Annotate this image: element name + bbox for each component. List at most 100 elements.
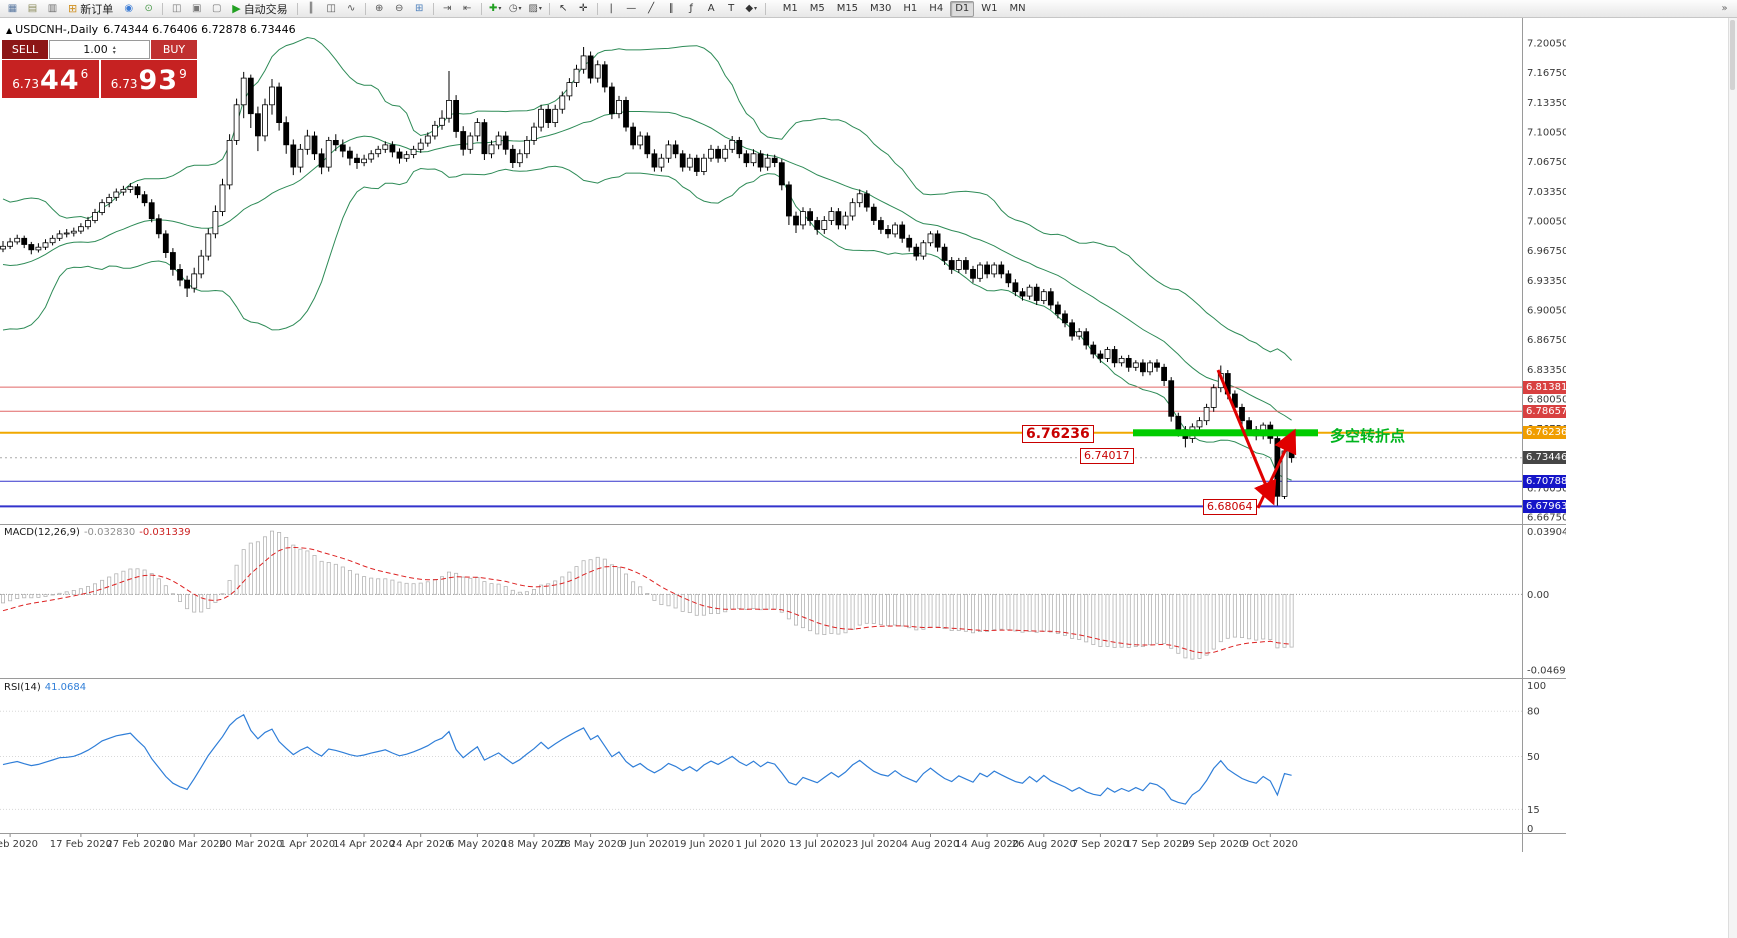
- candlestick-chart-icon[interactable]: ◫: [326, 3, 336, 14]
- price-badge-6.70788: 6.70788: [1523, 475, 1567, 488]
- macd-main-value: -0.032830: [83, 527, 136, 538]
- svg-text:13 Jul 2020: 13 Jul 2020: [789, 839, 846, 850]
- svg-text:80: 80: [1527, 707, 1540, 718]
- chart-shift-icon[interactable]: ⇤: [462, 3, 472, 14]
- cursor-icon[interactable]: ↖: [558, 3, 568, 14]
- svg-text:17 Sep 2020: 17 Sep 2020: [1125, 839, 1188, 850]
- templates-icon[interactable]: ▨ ▾: [528, 3, 542, 14]
- macd-indicator-label: MACD(12,26,9) -0.032830 -0.031339: [4, 527, 191, 538]
- shapes-icon[interactable]: ◆ ▾: [745, 3, 758, 14]
- pivot-point-label[interactable]: 多空转折点: [1330, 427, 1406, 445]
- sell-price-prefix: 6.73: [12, 77, 39, 91]
- text-label-icon[interactable]: T: [728, 3, 735, 14]
- toolbar-separator: [296, 2, 298, 15]
- svg-text:50: 50: [1527, 752, 1540, 763]
- vertical-line-icon[interactable]: |: [609, 3, 613, 14]
- spinner-down-icon[interactable]: ▾: [112, 48, 116, 56]
- toolbar-overflow-icon[interactable]: »: [1721, 3, 1728, 14]
- chart-canvas[interactable]: 7.20050 7.16750 7.13350 7.10050 7.06750 7.033…: [0, 18, 1566, 852]
- bar-chart-icon[interactable]: ║: [308, 3, 315, 14]
- periods-icon[interactable]: ◷ ▾: [508, 3, 522, 14]
- timeframe-button-D1[interactable]: D1: [950, 0, 975, 17]
- svg-text:7 Sep 2020: 7 Sep 2020: [1072, 839, 1129, 850]
- volume-spinner[interactable]: ▴ ▾: [112, 43, 116, 56]
- horizontal-line-icon[interactable]: —: [626, 3, 637, 14]
- chart-ohlc-values: 6.74344 6.76406 6.72878 6.73446: [103, 23, 296, 36]
- window-tile-icon[interactable]: ◫: [171, 3, 182, 14]
- chart-profiles-icon[interactable]: ▤: [27, 3, 38, 14]
- fibonacci-icon[interactable]: ƒ: [689, 3, 693, 14]
- market-watch-icon[interactable]: ▥: [47, 3, 58, 14]
- price-callout-resistance[interactable]: 6.76236: [1022, 425, 1094, 443]
- svg-text:-0.046959: -0.046959: [1527, 666, 1566, 677]
- svg-text:6.96750: 6.96750: [1527, 246, 1566, 257]
- mql5-community-icon[interactable]: ◉: [124, 3, 134, 14]
- indicators-icon[interactable]: ✚ ▾: [488, 3, 502, 14]
- window-cascade-icon[interactable]: ▣: [191, 3, 202, 14]
- channel-icon[interactable]: ∥: [668, 3, 674, 14]
- macd-histogram: [0, 530, 1294, 660]
- toolbar-separator: [162, 2, 164, 15]
- timeframe-button-M15[interactable]: M15: [836, 2, 859, 14]
- bollinger-bands: [2, 36, 1292, 481]
- buy-price-prefix: 6.73: [110, 77, 138, 91]
- svg-text:10 Mar 2020: 10 Mar 2020: [162, 839, 225, 850]
- volume-value: 1.00: [83, 43, 108, 56]
- timeframe-button-W1[interactable]: W1: [981, 2, 998, 14]
- toolbar-separator: [432, 2, 434, 15]
- buy-button[interactable]: BUY: [151, 40, 197, 59]
- text-icon[interactable]: A: [707, 3, 715, 14]
- price-axis[interactable]: 7.20050 7.16750 7.13350 7.10050 7.06750 7.033…: [1527, 39, 1566, 836]
- autotrading-button[interactable]: ▶ 自动交易: [232, 2, 288, 16]
- price-badge-6.67963: 6.67963: [1523, 500, 1567, 513]
- zoom-out-icon[interactable]: ⊖: [394, 3, 404, 14]
- trendline-icon[interactable]: ╱: [648, 3, 655, 14]
- price-badge-6.81381: 6.81381: [1523, 381, 1567, 394]
- svg-text:0.00: 0.00: [1527, 590, 1549, 601]
- svg-text:7.06750: 7.06750: [1527, 157, 1566, 168]
- auto-scroll-icon[interactable]: ⇥: [442, 3, 452, 14]
- svg-text:6.80050: 6.80050: [1527, 394, 1566, 405]
- timeframe-button-MN[interactable]: MN: [1009, 2, 1026, 14]
- candles-series: [0, 47, 1295, 506]
- svg-text:20 Mar 2020: 20 Mar 2020: [219, 839, 282, 850]
- timeframe-button-M5[interactable]: M5: [809, 2, 825, 14]
- scrollbar-thumb[interactable]: [1730, 20, 1735, 90]
- timeframe-button-M1[interactable]: M1: [782, 2, 798, 14]
- macd-name: MACD(12,26,9): [4, 527, 80, 538]
- buy-price-display[interactable]: 6.73 93 9: [100, 60, 197, 98]
- zoom-in-icon[interactable]: ⊕: [374, 3, 384, 14]
- timeframe-button-M30[interactable]: M30: [870, 2, 892, 14]
- timeframe-button-H1[interactable]: H1: [903, 2, 918, 14]
- new-order-button[interactable]: ⊞ 新订单: [68, 2, 114, 16]
- macd-signal-value: -0.031339: [139, 527, 191, 538]
- horizontal-level-lines[interactable]: [0, 386, 1522, 508]
- volume-input[interactable]: 1.00 ▴ ▾: [49, 40, 150, 59]
- price-callout-mid[interactable]: 6.74017: [1080, 448, 1134, 464]
- window-list-icon[interactable]: ▢: [211, 3, 222, 14]
- toolbar-separator: [596, 2, 598, 15]
- price-badge-6.73446: 6.73446: [1523, 451, 1567, 464]
- search-icon[interactable]: ⊙: [144, 3, 153, 14]
- svg-text:14 Aug 2020: 14 Aug 2020: [955, 839, 1019, 850]
- tile-windows-icon[interactable]: ⊞: [414, 3, 424, 14]
- sell-price-display[interactable]: 6.73 44 6: [2, 60, 99, 98]
- trend-arrows[interactable]: [1216, 369, 1297, 509]
- svg-text:7.10050: 7.10050: [1527, 128, 1566, 139]
- pivot-level-bar[interactable]: [1133, 429, 1318, 437]
- svg-text:15: 15: [1527, 805, 1540, 816]
- timeframe-button-H4[interactable]: H4: [929, 2, 944, 14]
- svg-text:7.13350: 7.13350: [1527, 98, 1566, 109]
- svg-text:6 May 2020: 6 May 2020: [448, 839, 507, 850]
- sell-price-pips: 44: [40, 65, 80, 96]
- svg-text:1 Apr 2020: 1 Apr 2020: [280, 839, 335, 850]
- sell-button[interactable]: SELL: [2, 40, 48, 59]
- price-callout-low[interactable]: 6.68064: [1203, 499, 1257, 515]
- line-chart-icon[interactable]: ∿: [346, 3, 356, 14]
- crosshair-icon[interactable]: ✛: [578, 3, 588, 14]
- new-chart-icon[interactable]: ▦: [7, 3, 18, 14]
- spinner-up-icon[interactable]: ▴: [112, 43, 116, 51]
- vertical-scrollbar[interactable]: [1728, 18, 1737, 938]
- timeframe-group: M1 M5 M15 M30 H1 H4 D1 W1 MN: [778, 0, 1031, 17]
